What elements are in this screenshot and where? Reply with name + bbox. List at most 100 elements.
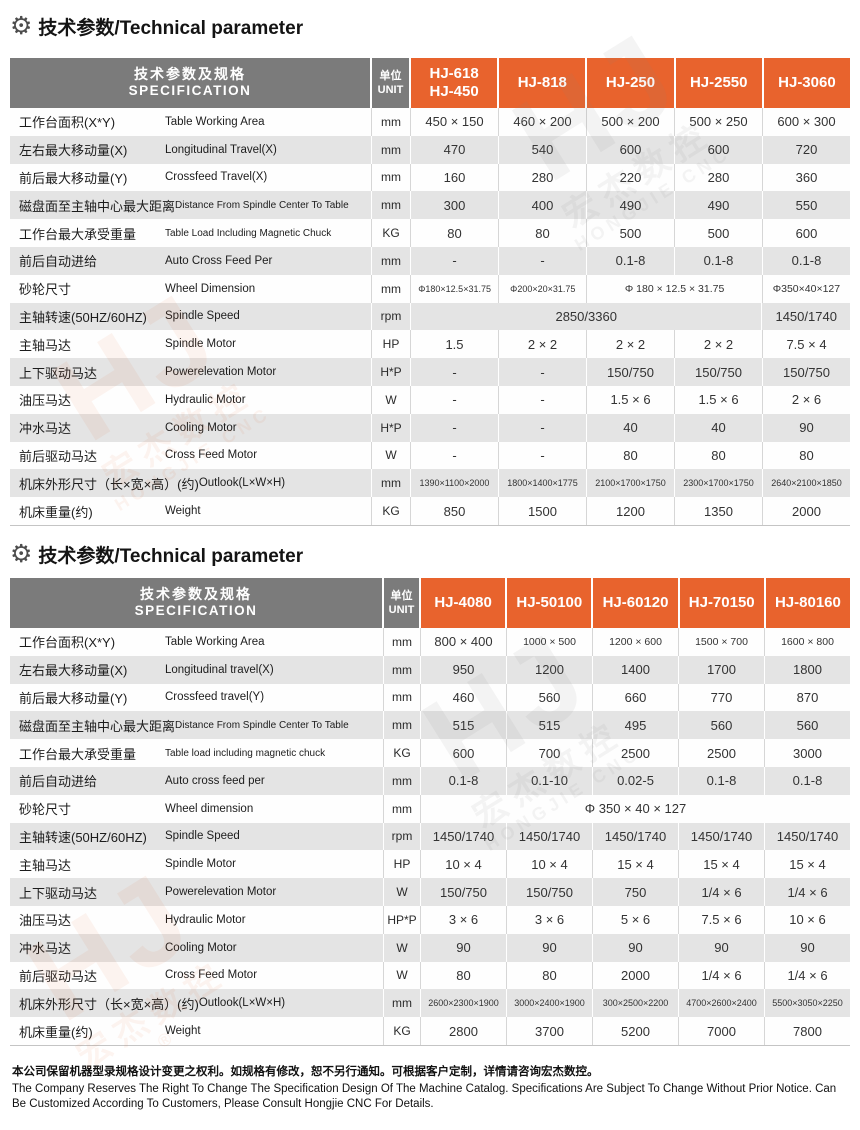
- unit-cell: H*P: [372, 413, 411, 442]
- table-row: 机床外形尺寸（长×宽×高）(约) Outlook(L×W×H) mm 1390×110…: [10, 469, 850, 498]
- spec-label-en: Wheel dimension: [165, 802, 254, 815]
- spec-label-en: Table load including magnetic chuck: [165, 747, 326, 759]
- spec-header-cell: 技术参数及规格 SPECIFICATION: [10, 578, 384, 628]
- table-row: 磁盘面至主轴中心最大距离 Distance From Spindle Center…: [10, 191, 850, 220]
- value-cell: 950: [421, 655, 507, 684]
- spec-label-zh: 前后最大移动量(Y): [19, 170, 128, 186]
- value-cell: Φ 180 × 12.5 × 31.75: [587, 274, 763, 303]
- value-cell: 800 × 400: [421, 628, 507, 656]
- table-row: 主轴马达 Spindle Motor HP 10 × 4 10 × 4 15 × 4 15 …: [10, 850, 850, 879]
- spec-label-en: Cross Feed Motor: [165, 449, 258, 462]
- unit-cell: mm: [372, 191, 411, 220]
- spec-label-zh: 上下驱动马达: [19, 365, 98, 381]
- unit-cell: rpm: [384, 822, 421, 851]
- value-cell: 80: [499, 219, 587, 247]
- value-cell: 1450/1740: [679, 822, 765, 851]
- value-cell: 280: [675, 163, 763, 192]
- value-cell: 1/4 × 6: [679, 961, 765, 990]
- table-header-row: 技术参数及规格 SPECIFICATION 单位 UNIT HJ-4080 HJ-5010…: [10, 578, 851, 628]
- value-cell: 600: [675, 135, 763, 164]
- value-cell: -: [411, 385, 499, 414]
- model-header-cell: HJ-2550: [675, 58, 764, 108]
- value-cell: 1.5 × 6: [675, 385, 763, 414]
- spec-cell: 机床重量(约) Weight: [10, 1017, 384, 1045]
- value-cell: 80: [675, 441, 763, 470]
- value-cell: 1.5 × 6: [587, 385, 675, 414]
- value-cell: 80: [411, 219, 499, 247]
- spec-header-zh: 技术参数及规格: [134, 65, 246, 82]
- spec-cell: 上下驱动马达 Powerelevation Motor: [10, 358, 372, 386]
- value-cell: 500 × 200: [587, 108, 675, 136]
- spec-cell: 工作台最大承受重量 Table Load Including Magnetic C…: [10, 219, 372, 247]
- spec-cell: 左右最大移动量(X) Longitudinal Travel(X): [10, 135, 372, 164]
- spec-header-cell: 技术参数及规格 SPECIFICATION: [10, 58, 372, 108]
- value-cell: 10 × 4: [421, 850, 507, 879]
- unit-cell: mm: [384, 989, 421, 1018]
- value-cell: 2 × 2: [587, 330, 675, 359]
- disclaimer-zh: 本公司保留机器型录规格设计变更之权利。如规格有修改，恕不另行通知。可根据客户定制…: [12, 1066, 599, 1078]
- spec-label-en: Cooling Motor: [165, 941, 237, 954]
- value-cell: 1200 × 600: [593, 628, 679, 656]
- table-row: 前后最大移动量(Y) Crossfeed Travel(X) mm 160 280 220…: [10, 163, 850, 192]
- spec-label-en: Spindle Speed: [165, 310, 240, 323]
- value-cell: 90: [800, 940, 815, 956]
- spec-header-en: SPECIFICATION: [128, 83, 252, 99]
- value-cell: 7000: [679, 1017, 765, 1045]
- value-cell: 1500: [499, 497, 587, 525]
- spec-label-en: Table Working Area: [165, 115, 265, 128]
- spec-label-zh: 主轴马达: [19, 857, 72, 873]
- spec-label-en: Wheel Dimension: [165, 282, 256, 295]
- value-cell: 15 × 4: [679, 850, 765, 879]
- table-row: 前后驱动马达 Cross Feed Motor W 80 80 2000 1/4 × 6 1/…: [10, 961, 850, 990]
- value-cell: 0.02-5: [593, 766, 679, 795]
- unit-cell: W: [384, 933, 421, 962]
- value-cell: -: [411, 358, 499, 386]
- value-cell: 2600×2300×1900: [421, 989, 507, 1018]
- value-cell: 720: [795, 142, 818, 158]
- spec-label-zh: 左右最大移动量(X): [19, 663, 128, 679]
- value-cell: 80: [507, 961, 593, 990]
- value-cell: 1600 × 800: [781, 635, 834, 648]
- value-cell: 150/750: [587, 358, 675, 386]
- unit-header-cell: 单位 UNIT: [384, 578, 421, 628]
- value-cell: 0.1-8: [791, 253, 822, 269]
- spec-cell: 油压马达 Hydraulic Motor: [10, 905, 384, 934]
- table-row: 上下驱动马达 Powerelevation Motor H*P - -150/750 15…: [10, 358, 850, 386]
- model-header-cell: HJ-80160: [765, 578, 851, 628]
- value-cell: 850: [411, 497, 499, 525]
- value-cell: 300: [411, 191, 499, 220]
- spec-label-en: Longitudinal travel(X): [165, 663, 274, 676]
- value-cell: 770: [679, 683, 765, 712]
- value-cell: 750: [593, 878, 679, 906]
- spec-label-zh: 机床外形尺寸（长×宽×高）(约): [19, 996, 199, 1012]
- spec-cell: 工作台最大承受重量 Table load including magnetic c…: [10, 739, 384, 767]
- model-header-cell: HJ-50100: [507, 578, 594, 628]
- table-row: 工作台面积(X*Y) Table Working Area mm 800 × 400 1…: [10, 628, 850, 656]
- unit-cell: mm: [384, 655, 421, 684]
- unit-cell: W: [384, 961, 421, 990]
- model-header-cell: HJ-250: [587, 58, 676, 108]
- spec-cell: 磁盘面至主轴中心最大距离 Distance From Spindle Center…: [10, 711, 384, 740]
- value-cell: 90: [593, 933, 679, 962]
- spec-cell: 砂轮尺寸 Wheel dimension: [10, 794, 384, 823]
- gear-icon: ⚙: [10, 540, 33, 568]
- spec-label-zh: 磁盘面至主轴中心最大距离: [19, 198, 176, 214]
- table-row: 机床外形尺寸（长×宽×高）(约) Outlook(L×W×H) mm 2600×230…: [10, 989, 850, 1018]
- value-cell: 3000: [793, 745, 822, 761]
- section-title-2: ⚙ 技术参数/Technical parameter: [10, 541, 303, 568]
- value-cell: 7.5 × 6: [679, 905, 765, 934]
- value-cell: 500 × 250: [675, 108, 763, 136]
- spec-label-zh: 砂轮尺寸: [19, 802, 72, 818]
- model-header-cell: HJ-3060: [763, 58, 851, 108]
- value-cell: 90: [507, 933, 593, 962]
- value-cell: 460: [421, 683, 507, 712]
- spec-cell: 前后最大移动量(Y) Crossfeed Travel(X): [10, 163, 372, 192]
- value-cell: -: [499, 441, 587, 470]
- unit-cell: mm: [372, 108, 411, 136]
- table-row: 上下驱动马达 Powerelevation Motor W 150/750 150/75…: [10, 878, 850, 906]
- value-cell: 80: [799, 447, 814, 463]
- spec-label-zh: 冲水马达: [19, 941, 72, 957]
- spec-label-zh: 工作台最大承受重量: [19, 746, 137, 762]
- spec-label-zh: 工作台面积(X*Y): [19, 635, 116, 651]
- spec-cell: 左右最大移动量(X) Longitudinal travel(X): [10, 655, 384, 684]
